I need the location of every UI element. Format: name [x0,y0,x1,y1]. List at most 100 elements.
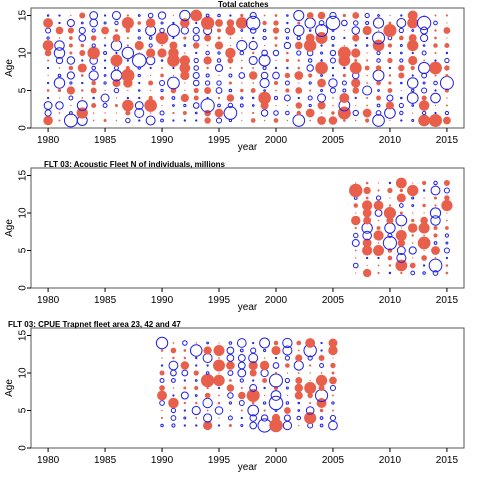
bubble-positive [389,119,391,122]
bubble-positive [240,386,243,390]
bubble-negative [103,51,108,55]
bubble-positive [274,14,278,17]
bubble-positive [407,184,419,197]
bubble-positive [353,203,358,208]
bubble-negative [444,57,450,64]
bubble-positive [434,204,437,207]
bubble-positive [421,95,427,101]
x-tick-label: 1990 [151,135,174,146]
bubble-positive [263,44,266,47]
bubble-positive [363,186,371,195]
bubble-positive [388,264,392,267]
bubble-negative [320,89,324,92]
bubble-positive [362,25,372,36]
bubble-positive [339,93,350,103]
bubble-negative [422,44,426,47]
bubble-negative [260,368,269,378]
bubble-positive [309,89,312,92]
bubble-negative [434,59,437,62]
bubble-positive [377,242,380,244]
bubble-negative [268,373,283,388]
bubble-positive [332,409,334,412]
bubble-negative [274,66,278,70]
bubble-negative [293,24,305,37]
bubble-positive [446,212,448,214]
bubble-positive [206,44,209,47]
bubble-negative [193,57,199,64]
bubble-negative [183,44,187,47]
bubble-negative [228,401,232,405]
bubble-negative [411,204,415,207]
bubble-negative [170,407,177,414]
bubble-negative [182,340,188,346]
bubble-positive [203,346,212,355]
bubble-negative [216,58,222,63]
bubble-negative [160,118,164,123]
panel-title: FLT 03: CPUE Trapnet fleet area 23, 42 a… [8,320,181,329]
bubble-negative [408,246,417,255]
bubble-positive [295,102,302,109]
bubble-negative [204,80,211,86]
bubble-positive [216,28,222,33]
bubble-negative [170,369,177,377]
bubble-positive [214,108,224,118]
bubble-positive [226,361,235,370]
bubble-positive [263,119,266,122]
bubble-negative [236,338,247,348]
bubble-positive [285,363,290,368]
bubble-negative [115,51,118,55]
bubble-negative [342,88,347,93]
bubble-negative [308,81,312,85]
bubble-negative [192,26,200,35]
bubble-negative [183,103,187,108]
bubble-negative [183,379,186,382]
bubble-negative [259,77,270,89]
bubble-negative [53,77,66,89]
bubble-negative [103,21,107,25]
bubble-positive [383,206,397,220]
bubble-positive [160,416,164,420]
bubble-negative [445,241,449,245]
bubble-positive [168,397,179,409]
bubble-negative [245,15,261,31]
bubble-positive [446,37,448,39]
bubble-negative [148,36,153,40]
bubble-negative [272,362,280,369]
bubble-positive [180,70,190,81]
bubble-negative [46,36,50,40]
bubble-negative [307,58,313,63]
bubbles [42,9,454,128]
bubble-positive [309,401,312,405]
bubble-negative [260,414,269,422]
bubble-positive [167,54,180,67]
bubble-negative [377,14,380,17]
bubble-positive [418,222,430,234]
bubble-negative [248,55,258,66]
bubble-positive [421,180,427,186]
bubble-positive [366,74,368,77]
bubble-negative [206,341,209,345]
bubble-negative [284,377,290,384]
bubble-negative [57,73,62,78]
bubble-negative [166,24,180,37]
bubble-positive [104,89,106,92]
bubble-negative [113,87,120,94]
bubble-negative [131,53,147,68]
bubble-negative [205,73,210,78]
x-axis-label: year [238,462,258,473]
bubble-negative [239,103,244,108]
bubble-positive [366,264,368,267]
bubble-positive [445,271,449,275]
bubble-positive [366,59,369,62]
bubble-positive [262,378,268,383]
bubble-positive [146,48,156,58]
y-tick-label: 15 [18,10,29,22]
bubble-positive [423,14,425,17]
bubble-negative [262,28,267,33]
bubble-positive [434,257,437,259]
bubble-negative [46,81,50,85]
bubble-positive [354,226,357,230]
bubble-positive [376,80,381,86]
bubble-negative [102,103,108,108]
bubble-negative [262,35,267,41]
